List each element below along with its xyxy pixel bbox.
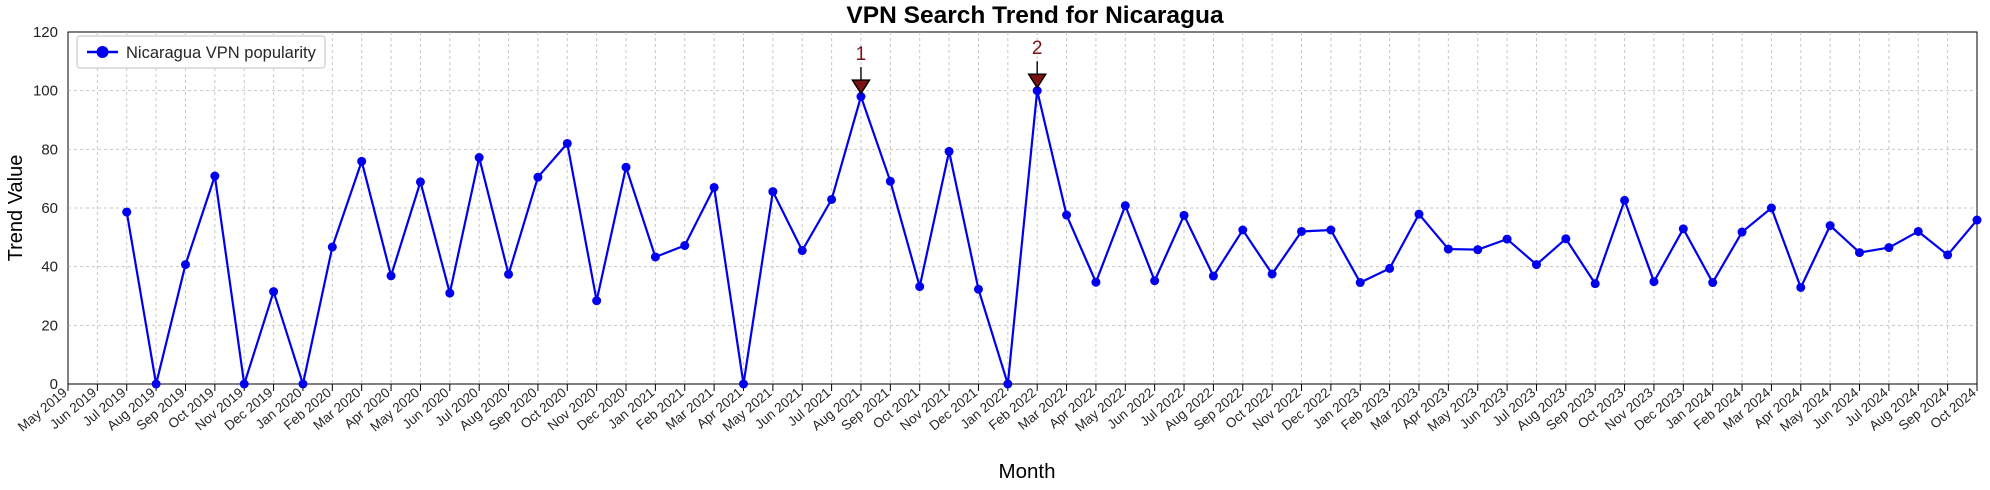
svg-text:Nicaragua VPN popularity: Nicaragua VPN popularity [126, 44, 317, 62]
svg-text:Month: Month [999, 460, 1056, 483]
svg-text:60: 60 [41, 200, 58, 217]
svg-text:40: 40 [41, 259, 58, 276]
svg-text:80: 80 [41, 141, 58, 158]
svg-text:Trend Value: Trend Value [5, 155, 27, 262]
svg-text:1: 1 [856, 44, 867, 65]
svg-text:100: 100 [33, 83, 58, 100]
svg-text:20: 20 [41, 317, 58, 334]
svg-text:2: 2 [1032, 38, 1043, 59]
svg-text:120: 120 [33, 24, 58, 41]
svg-text:VPN Search Trend for Nicaragua: VPN Search Trend for Nicaragua [846, 2, 1224, 29]
